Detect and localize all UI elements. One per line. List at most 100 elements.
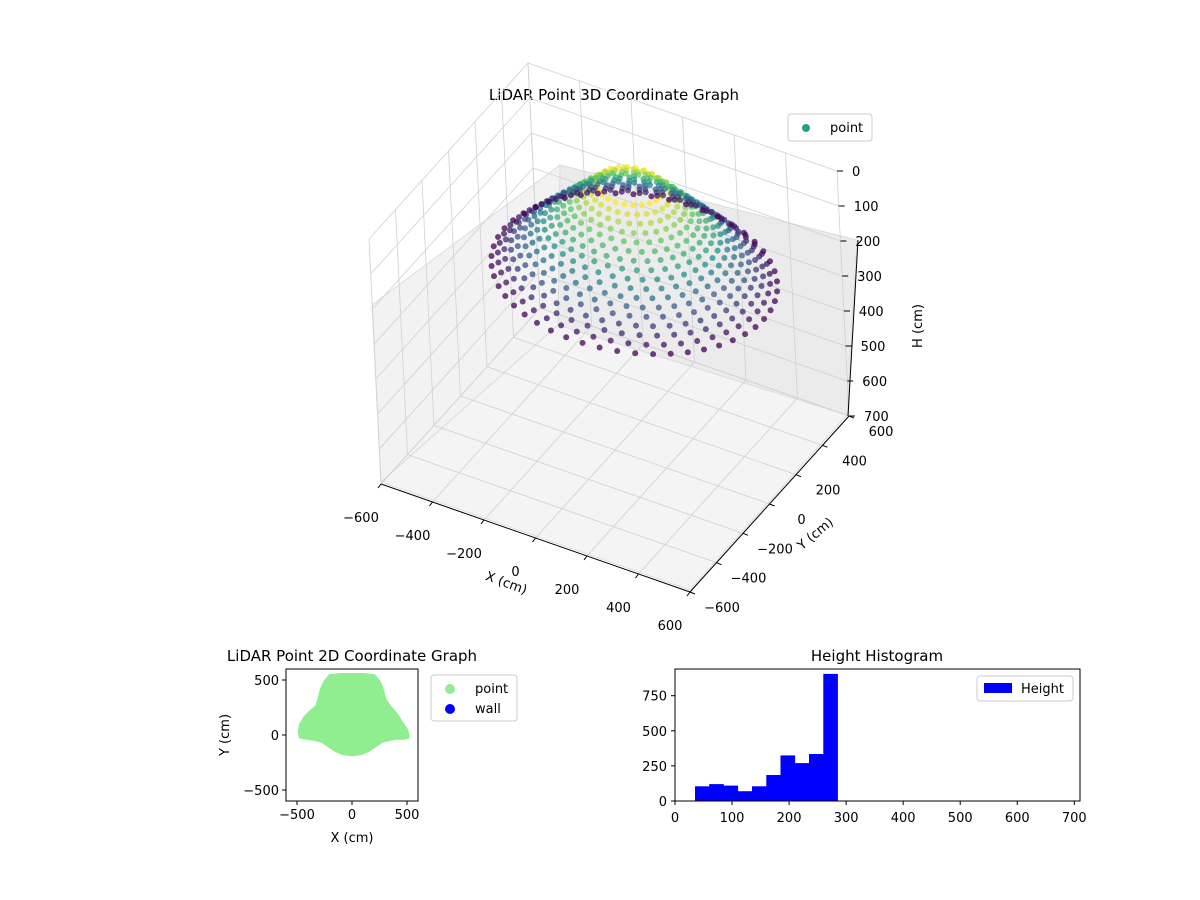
point-3d [677, 196, 683, 203]
x-tick-label: 200 [555, 583, 580, 598]
point-3d [566, 198, 573, 205]
point-3d [659, 205, 666, 212]
x-tick [429, 501, 433, 507]
point-3d [607, 186, 614, 193]
point-3d [537, 209, 544, 216]
point-3d [660, 341, 667, 348]
point-3d [734, 269, 741, 276]
grid-line [368, 238, 382, 485]
point-3d [545, 235, 552, 242]
point-3d [692, 267, 699, 274]
grid-line [501, 92, 514, 338]
point-3d [625, 340, 632, 347]
x-tick [635, 573, 639, 579]
point-3d [495, 234, 501, 240]
point-3d [561, 194, 568, 201]
point-3d [546, 198, 553, 205]
y-tick-label: 400 [842, 454, 867, 469]
point-3d [729, 315, 736, 322]
point-3d [582, 264, 588, 271]
point-3d [596, 231, 603, 238]
point-3d [724, 246, 731, 253]
point-3d [703, 247, 709, 254]
y-tick-label: −400 [731, 572, 767, 587]
point-3d [501, 246, 508, 253]
y-tick-label: 200 [816, 484, 841, 499]
point-3d [609, 273, 616, 280]
point-3d [551, 243, 558, 250]
point-3d [607, 300, 614, 307]
hist-bar [695, 786, 710, 801]
point-3d [615, 320, 622, 327]
point-3d [642, 189, 649, 196]
point-3d [617, 293, 624, 300]
point-3d [717, 231, 724, 238]
point-3d [540, 302, 547, 309]
hist-bar [809, 754, 824, 801]
point-3d [677, 216, 684, 223]
point-3d [547, 327, 554, 334]
point-3d [728, 221, 735, 228]
chart-histogram: Height Histogram 0 100 200 300 400 500 600 7000… [642, 647, 1087, 826]
point-3d [686, 280, 693, 287]
point-3d [594, 190, 601, 197]
point-3d [696, 218, 703, 225]
point-3d [648, 193, 655, 200]
point-3d [538, 201, 545, 207]
grid-line [536, 237, 846, 347]
z-tick-label: 0 [852, 165, 860, 180]
z-tick-label: 200 [855, 235, 880, 250]
point-3d [550, 287, 557, 294]
point-3d [638, 248, 645, 255]
point-3d [548, 222, 555, 229]
point-3d [680, 250, 687, 257]
point-3d [522, 243, 529, 250]
point-3d [612, 190, 619, 197]
chart2d-xlabel: X (cm) [331, 831, 374, 846]
legend-3d-label: point [830, 121, 863, 136]
point-3d [581, 210, 588, 217]
legend-2d-wall-label: wall [475, 702, 501, 717]
x-tick [583, 555, 588, 561]
point-3d [570, 258, 577, 265]
point-3d [582, 312, 589, 319]
y-tick-label: 500 [642, 725, 667, 740]
point-3d [738, 252, 745, 259]
point-3d [751, 238, 758, 245]
point-3d [603, 252, 610, 259]
point-3d [488, 263, 495, 269]
point-3d [625, 248, 632, 254]
point-3d [650, 351, 657, 358]
point-3d [667, 350, 674, 357]
point-3d [693, 202, 699, 209]
hist-bar [780, 755, 796, 801]
point-3d [507, 227, 513, 234]
point-3d [674, 263, 681, 270]
point-3d [767, 258, 773, 265]
point-3d [551, 277, 558, 284]
point-3d [692, 288, 699, 295]
point-3d [754, 292, 761, 299]
point-3d [715, 262, 722, 269]
point-3d [695, 253, 702, 260]
hist-bars [695, 673, 838, 801]
point-3d [591, 248, 597, 255]
point-3d [586, 226, 593, 233]
point-3d [601, 188, 608, 195]
point-3d [643, 341, 650, 348]
point-3d [577, 301, 584, 308]
point-3d [530, 284, 537, 291]
z-tick-label: 600 [862, 375, 887, 390]
point-3d [510, 289, 517, 296]
point-3d [642, 230, 649, 237]
point-3d [648, 267, 655, 274]
x-tick [377, 483, 382, 489]
point-3d [624, 275, 631, 282]
point-3d [557, 221, 564, 228]
point-3d [643, 210, 650, 217]
point-3d [703, 208, 710, 214]
point-3d [684, 349, 691, 356]
point-3d [608, 235, 615, 242]
y-tick-label: −200 [757, 542, 793, 557]
